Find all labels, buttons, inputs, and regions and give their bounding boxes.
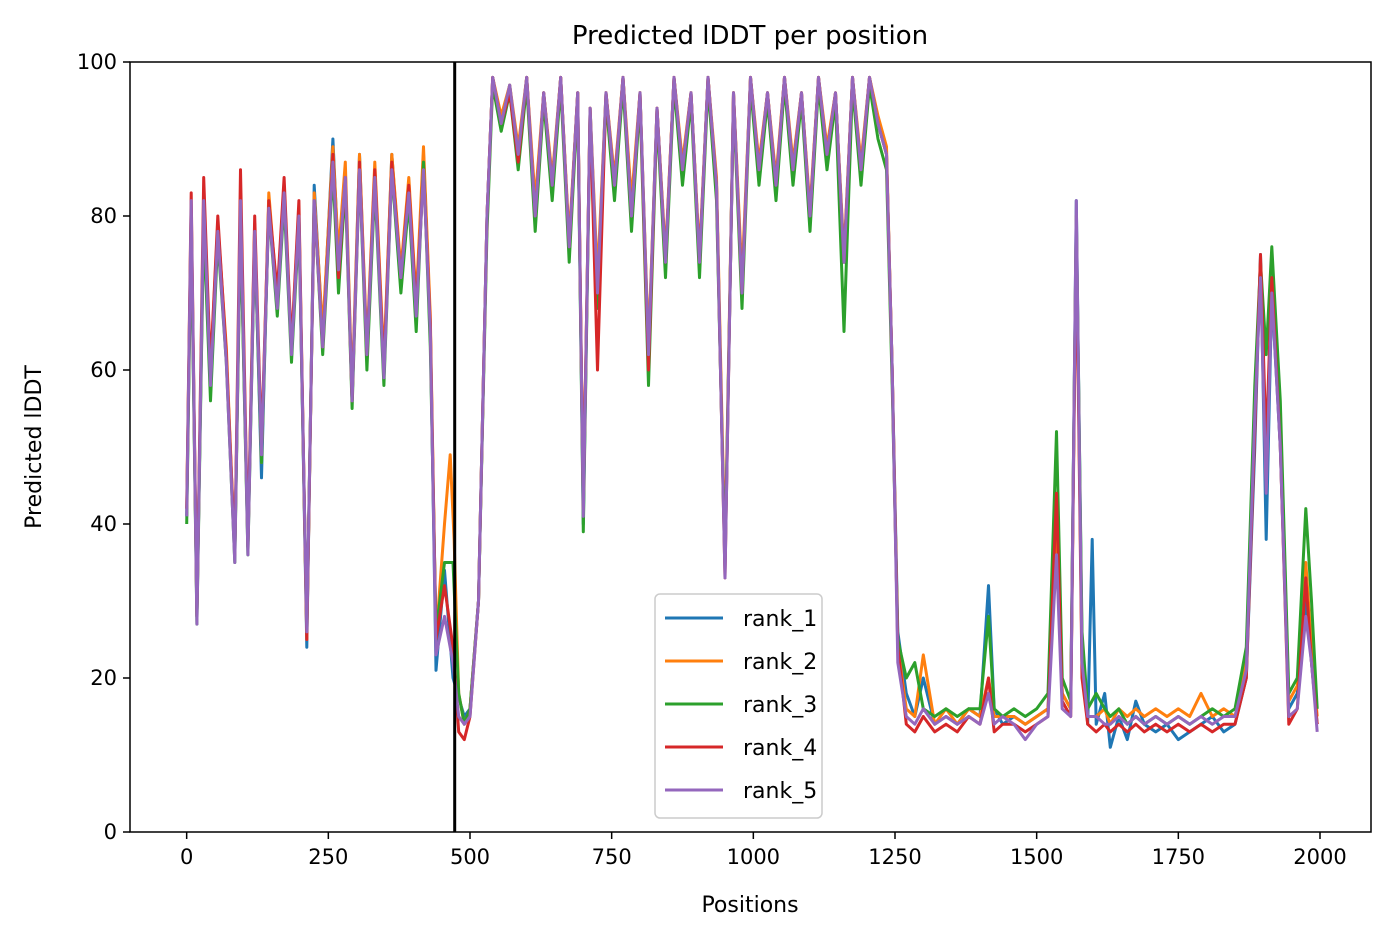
x-tick-label: 1500 <box>1010 845 1063 869</box>
y-tick-label: 20 <box>90 666 117 690</box>
legend-label-rank-2: rank_2 <box>743 650 817 675</box>
y-tick-label: 100 <box>77 50 117 74</box>
legend-box <box>654 593 823 819</box>
plot-frame <box>129 61 1372 833</box>
x-tick-label: 2000 <box>1293 845 1346 869</box>
x-axis-title: Positions <box>701 893 798 918</box>
legend-label-rank-5: rank_5 <box>743 779 817 804</box>
series-line-rank-5 <box>185 75 1319 742</box>
x-tick-label: 500 <box>450 845 490 869</box>
x-axis: 0 250 500 750 1000 1250 1500 1750 2000 <box>180 832 1347 869</box>
legend-label-rank-1: rank_1 <box>743 607 817 632</box>
x-tick-label: 750 <box>592 845 632 869</box>
y-tick-label: 0 <box>104 820 117 844</box>
legend-label-rank-3: rank_3 <box>743 693 817 718</box>
y-axis-title: Predicted lDDT <box>22 365 47 529</box>
x-tick-label: 250 <box>308 845 348 869</box>
y-axis: 0 20 40 60 80 100 <box>77 50 130 844</box>
series-layer <box>185 75 1319 749</box>
legend: rank_1 rank_2 rank_3 rank_4 rank_5 <box>654 593 823 819</box>
x-tick-label: 1750 <box>1152 845 1205 869</box>
y-tick-label: 40 <box>90 512 117 536</box>
chart-title: Predicted lDDT per position <box>572 21 928 51</box>
x-tick-label: 1000 <box>727 845 780 869</box>
x-tick-label: 1250 <box>868 845 921 869</box>
y-tick-label: 60 <box>90 358 117 382</box>
x-tick-label: 0 <box>180 845 193 869</box>
legend-label-rank-4: rank_4 <box>743 736 817 761</box>
y-tick-label: 80 <box>90 204 117 228</box>
